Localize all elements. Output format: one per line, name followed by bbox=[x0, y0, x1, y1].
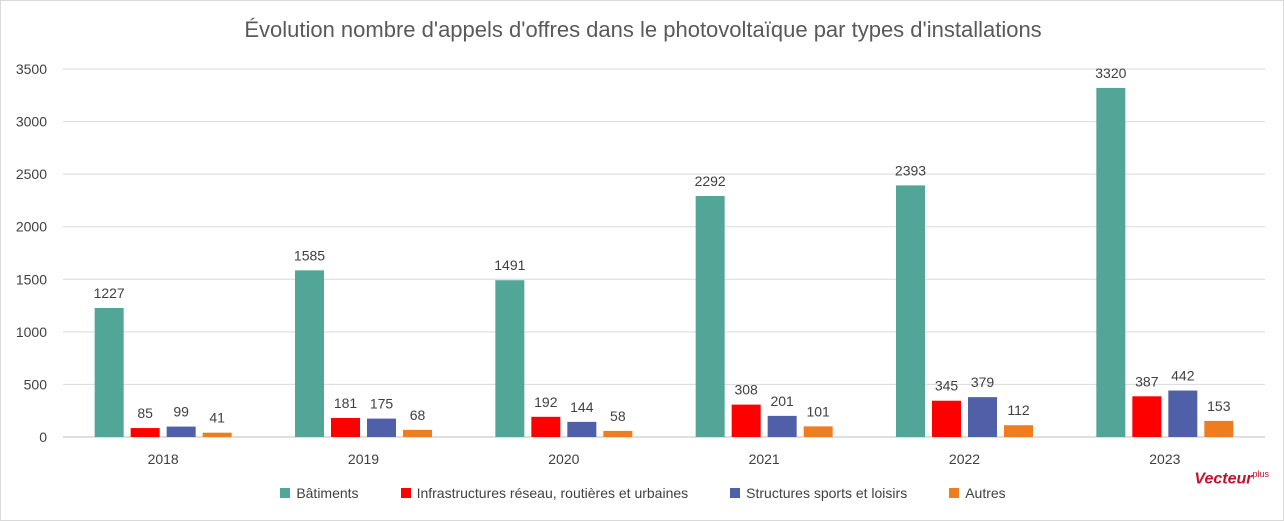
data-label: 2292 bbox=[695, 173, 726, 189]
data-label: 192 bbox=[534, 394, 558, 410]
bar bbox=[94, 307, 124, 437]
y-tick-label: 1000 bbox=[16, 324, 47, 340]
legend-label: Structures sports et loisirs bbox=[746, 485, 908, 501]
x-tick-label: 2021 bbox=[749, 451, 780, 467]
bar bbox=[1004, 425, 1033, 437]
legend-label: Bâtiments bbox=[296, 485, 359, 501]
legend-swatch bbox=[730, 488, 741, 498]
y-tick-label: 3500 bbox=[16, 61, 47, 77]
bar bbox=[567, 421, 597, 437]
chart-legend: Bâtiments Infrastructures réseau, routièr… bbox=[1, 485, 1284, 501]
legend-label: Autres bbox=[965, 485, 1006, 501]
legend-item: Infrastructures réseau, routières et urb… bbox=[400, 485, 689, 501]
x-tick-label: 2019 bbox=[348, 451, 379, 467]
bar bbox=[731, 404, 761, 437]
x-tick-label: 2023 bbox=[1149, 451, 1180, 467]
brand-logo-suffix: plus bbox=[1252, 469, 1269, 479]
data-label: 68 bbox=[410, 407, 426, 423]
x-tick-label: 2020 bbox=[548, 451, 579, 467]
chart-title: Évolution nombre d'appels d'offres dans … bbox=[244, 17, 1042, 42]
legend-label: Infrastructures réseau, routières et urb… bbox=[416, 485, 689, 501]
bar bbox=[403, 429, 432, 437]
data-label: 85 bbox=[137, 405, 153, 421]
data-label: 442 bbox=[1171, 368, 1195, 384]
bar bbox=[531, 416, 561, 437]
bar bbox=[695, 196, 725, 437]
data-label: 345 bbox=[935, 378, 959, 394]
data-label: 144 bbox=[570, 399, 594, 415]
data-label: 387 bbox=[1135, 373, 1159, 389]
bar bbox=[495, 280, 525, 437]
legend-item: Autres bbox=[949, 485, 1006, 501]
bar bbox=[1096, 87, 1126, 437]
y-tick-label: 2500 bbox=[16, 166, 47, 182]
x-tick-label: 2022 bbox=[949, 451, 980, 467]
legend-swatch bbox=[949, 488, 960, 498]
y-tick-label: 3000 bbox=[16, 114, 47, 130]
data-label: 99 bbox=[173, 404, 189, 420]
bar bbox=[166, 426, 196, 437]
legend-swatch bbox=[280, 488, 291, 498]
legend-item: Bâtiments bbox=[280, 485, 359, 501]
data-label: 58 bbox=[610, 408, 626, 424]
y-tick-label: 2000 bbox=[16, 219, 47, 235]
bar bbox=[130, 428, 160, 437]
y-tick-label: 0 bbox=[39, 429, 47, 445]
data-label: 3320 bbox=[1095, 65, 1126, 81]
data-label: 379 bbox=[971, 374, 995, 390]
bar bbox=[603, 430, 633, 437]
data-label: 153 bbox=[1207, 398, 1231, 414]
bar bbox=[1132, 396, 1162, 437]
data-label: 1491 bbox=[494, 257, 525, 273]
data-label: 101 bbox=[806, 403, 830, 419]
y-tick-label: 1500 bbox=[16, 271, 47, 287]
bar bbox=[968, 397, 997, 437]
data-label: 201 bbox=[770, 393, 794, 409]
x-tick-label: 2018 bbox=[148, 451, 179, 467]
bar bbox=[295, 270, 324, 437]
brand-logo-text: Vecteur bbox=[1194, 470, 1253, 488]
data-label: 1585 bbox=[294, 247, 325, 263]
bar bbox=[331, 417, 360, 437]
brand-logo: Vecteurplus bbox=[1194, 469, 1269, 488]
data-label: 112 bbox=[1007, 402, 1030, 418]
y-tick-label: 500 bbox=[24, 376, 48, 392]
data-label: 41 bbox=[209, 410, 225, 426]
data-label: 1227 bbox=[94, 285, 125, 301]
bar-chart: 0 500 1000 1500 2000 2500 3000 3500 1227 85 99 41 20… bbox=[16, 61, 1265, 467]
legend-item: Structures sports et loisirs bbox=[730, 485, 907, 501]
bar bbox=[803, 426, 833, 437]
data-label: 308 bbox=[734, 382, 758, 398]
bar bbox=[932, 400, 961, 437]
bar bbox=[202, 432, 232, 437]
bar bbox=[767, 415, 797, 437]
bar bbox=[896, 185, 925, 437]
data-label: 175 bbox=[370, 396, 394, 412]
data-label: 2393 bbox=[895, 162, 926, 178]
bar bbox=[1204, 420, 1234, 437]
legend-swatch bbox=[400, 488, 411, 498]
bar bbox=[367, 418, 396, 437]
bar bbox=[1168, 390, 1198, 437]
data-label: 181 bbox=[334, 395, 358, 411]
